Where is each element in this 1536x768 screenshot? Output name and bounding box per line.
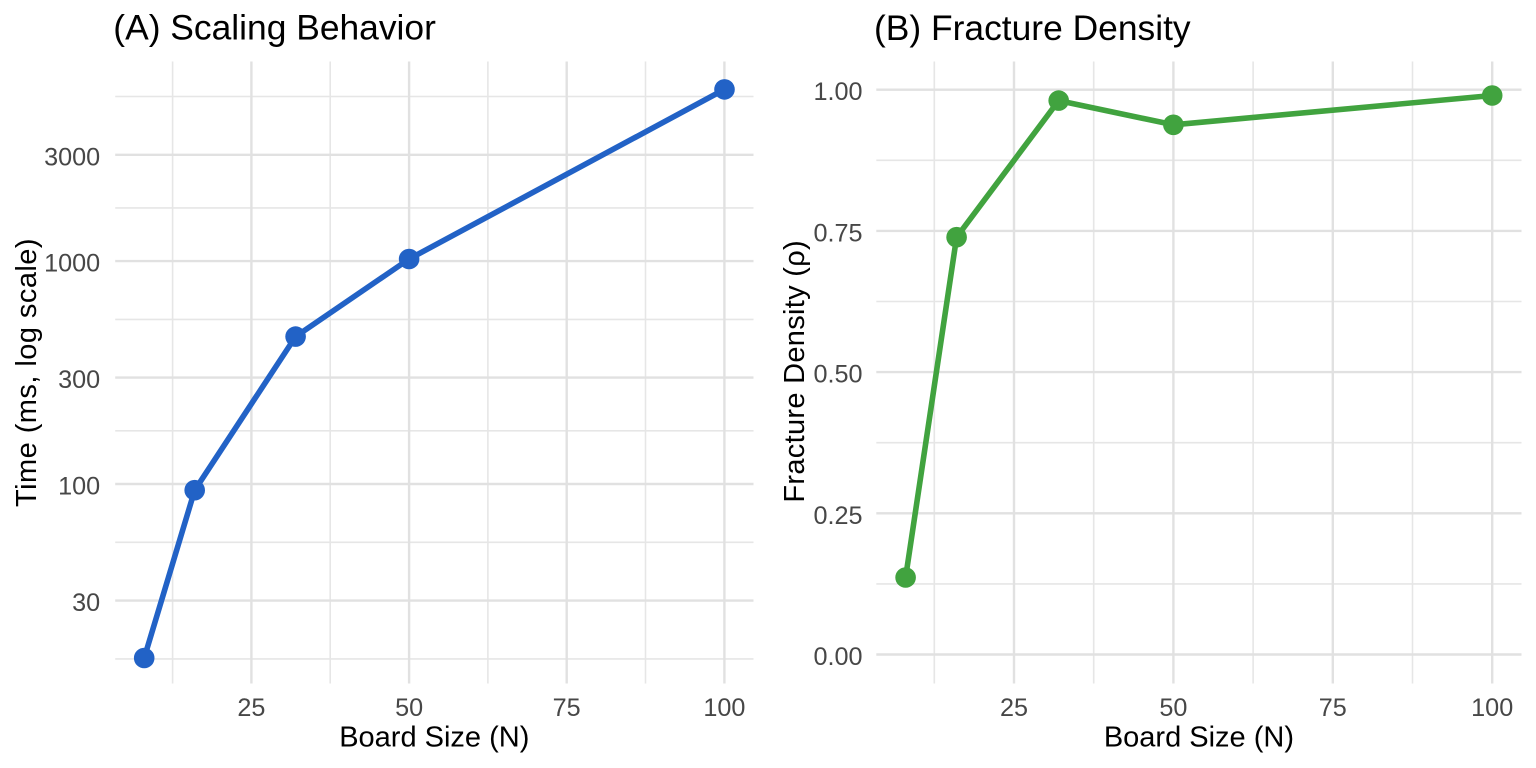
svg-text:25: 25 bbox=[1000, 694, 1028, 722]
svg-text:0.25: 0.25 bbox=[813, 502, 862, 530]
svg-text:Time (ms, log scale): Time (ms, log scale) bbox=[11, 238, 43, 507]
svg-text:3000: 3000 bbox=[44, 143, 100, 171]
svg-text:Fracture Density (ρ): Fracture Density (ρ) bbox=[779, 240, 811, 503]
svg-text:50: 50 bbox=[1159, 694, 1187, 722]
svg-text:1000: 1000 bbox=[44, 250, 100, 278]
svg-text:75: 75 bbox=[553, 694, 581, 722]
svg-text:50: 50 bbox=[395, 694, 423, 722]
svg-text:Board Size (N): Board Size (N) bbox=[339, 722, 529, 754]
svg-text:100: 100 bbox=[703, 694, 745, 722]
svg-text:0.50: 0.50 bbox=[813, 361, 862, 389]
svg-text:Board Size (N): Board Size (N) bbox=[1104, 722, 1294, 754]
svg-text:300: 300 bbox=[58, 366, 100, 394]
svg-text:0.00: 0.00 bbox=[813, 643, 862, 671]
svg-text:30: 30 bbox=[72, 589, 100, 617]
svg-text:25: 25 bbox=[237, 694, 265, 722]
svg-text:1.00: 1.00 bbox=[813, 78, 862, 106]
svg-text:(A) Scaling Behavior: (A) Scaling Behavior bbox=[113, 7, 436, 47]
svg-text:0.75: 0.75 bbox=[813, 219, 862, 247]
svg-text:100: 100 bbox=[58, 473, 100, 501]
svg-text:100: 100 bbox=[1471, 694, 1513, 722]
svg-text:(B) Fracture Density: (B) Fracture Density bbox=[874, 8, 1191, 48]
svg-text:75: 75 bbox=[1319, 694, 1347, 722]
